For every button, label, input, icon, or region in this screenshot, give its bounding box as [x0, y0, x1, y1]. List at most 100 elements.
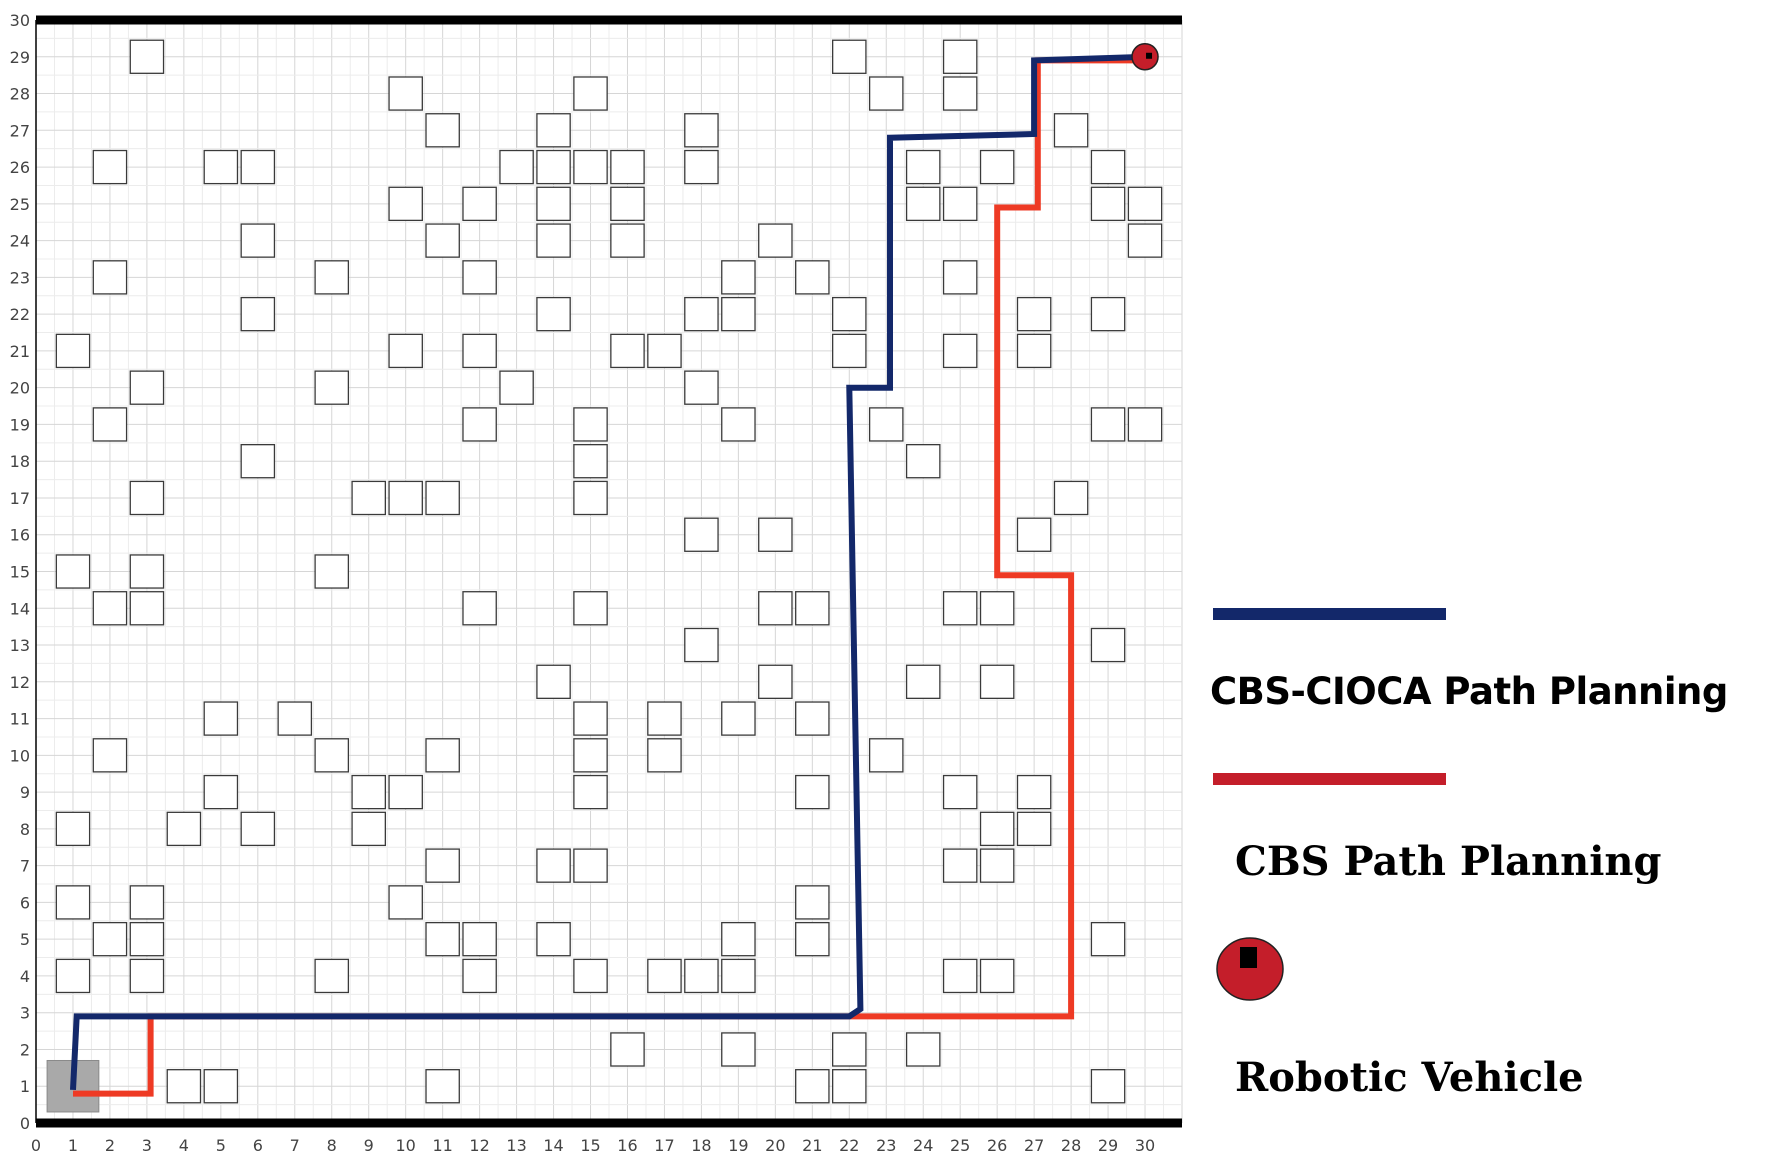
obstacle-box — [1090, 186, 1126, 222]
obstacle-box — [1090, 407, 1126, 442]
y-tick-label: 18 — [10, 452, 30, 471]
obstacle-box — [721, 296, 756, 332]
obstacle-box — [721, 407, 756, 442]
obstacle-box — [905, 149, 941, 185]
obstacle-box — [351, 774, 386, 810]
obstacle-box — [684, 517, 719, 552]
x-tick-label: 29 — [1098, 1136, 1118, 1155]
x-tick-label: 25 — [950, 1136, 970, 1155]
obstacle-box — [942, 591, 978, 626]
obstacle-box — [868, 738, 904, 773]
obstacle-box — [758, 223, 793, 258]
x-tick-label: 23 — [876, 1136, 896, 1155]
robot-vehicle-core — [1146, 52, 1153, 59]
y-tick-label: 5 — [20, 930, 30, 949]
x-tick-label: 12 — [469, 1136, 489, 1155]
x-tick-label: 11 — [432, 1136, 452, 1155]
obstacle-box — [55, 958, 91, 994]
y-tick-label: 21 — [10, 342, 30, 361]
obstacle-box — [610, 223, 645, 258]
y-tick-label: 6 — [20, 893, 30, 912]
obstacle-box — [979, 664, 1015, 699]
obstacle-box — [388, 76, 423, 111]
obstacle-box — [314, 260, 350, 295]
x-tick-label: 1 — [68, 1136, 78, 1155]
x-tick-label: 18 — [691, 1136, 711, 1155]
obstacle-box — [240, 811, 276, 847]
obstacle-box — [92, 591, 128, 626]
obstacle-box — [721, 958, 756, 994]
obstacle-box — [536, 921, 571, 957]
obstacle-box — [942, 39, 978, 74]
obstacle-box — [129, 370, 165, 405]
y-tick-label: 13 — [10, 636, 30, 655]
obstacle-box — [832, 333, 867, 369]
y-tick-labels: 0123456789101112131415161718192021222324… — [10, 11, 30, 1133]
obstacle-box — [240, 149, 276, 185]
legend-label-robot: Robotic Vehicle — [1235, 1054, 1584, 1101]
obstacle-box — [647, 333, 682, 369]
y-tick-label: 12 — [10, 673, 30, 692]
y-tick-label: 19 — [10, 415, 30, 434]
obstacle-box — [758, 591, 793, 626]
obstacle-box — [1016, 811, 1052, 847]
obstacle-box — [942, 848, 978, 883]
obstacle-box — [92, 260, 128, 295]
obstacle-box — [92, 407, 128, 442]
legend: CBS-CIOCA Path Planning CBS Path Plannin… — [1195, 0, 1770, 1161]
obstacle-box — [425, 113, 460, 148]
obstacle-box — [55, 885, 91, 920]
obstacle-box — [979, 149, 1015, 185]
obstacle-box — [1016, 333, 1052, 369]
obstacle-box — [905, 186, 941, 222]
obstacle-box — [425, 848, 460, 883]
x-tick-label: 5 — [216, 1136, 226, 1155]
obstacle-box — [684, 113, 719, 148]
obstacles — [55, 39, 1163, 1104]
obstacle-box — [314, 958, 350, 994]
obstacle-box — [55, 554, 91, 589]
obstacle-box — [795, 260, 830, 295]
y-tick-label: 25 — [10, 195, 30, 214]
obstacle-box — [55, 333, 91, 369]
x-tick-label: 8 — [327, 1136, 337, 1155]
obstacle-box — [1053, 113, 1089, 148]
y-tick-label: 24 — [10, 232, 30, 251]
y-tick-label: 20 — [10, 379, 30, 398]
obstacle-box — [240, 444, 276, 479]
obstacle-box — [1127, 223, 1163, 258]
obstacle-box — [942, 260, 978, 295]
obstacle-box — [129, 554, 165, 589]
legend-swatch-cioca — [1213, 608, 1446, 620]
y-tick-label: 23 — [10, 268, 30, 287]
obstacle-box — [277, 701, 313, 736]
y-tick-label: 22 — [10, 305, 30, 324]
x-tick-label: 0 — [31, 1136, 41, 1155]
obstacle-box — [462, 186, 497, 222]
y-tick-label: 28 — [10, 85, 30, 104]
obstacle-box — [240, 223, 276, 258]
y-tick-label: 16 — [10, 526, 30, 545]
obstacle-box — [979, 848, 1015, 883]
legend-label-cioca: CBS-CIOCA Path Planning — [1210, 670, 1728, 713]
obstacle-box — [1053, 480, 1089, 516]
x-tick-label: 15 — [580, 1136, 600, 1155]
y-tick-label: 2 — [20, 1040, 30, 1059]
x-tick-label: 3 — [142, 1136, 152, 1155]
obstacle-box — [425, 480, 460, 516]
obstacle-box — [536, 296, 571, 332]
obstacle-box — [573, 738, 608, 773]
obstacle-box — [129, 480, 165, 516]
obstacle-box — [351, 811, 386, 847]
obstacle-box — [536, 223, 571, 258]
obstacle-box — [1090, 149, 1126, 185]
obstacle-box — [573, 848, 608, 883]
obstacle-box — [462, 260, 497, 295]
obstacle-box — [573, 444, 608, 479]
obstacle-box — [129, 921, 165, 957]
obstacle-box — [684, 296, 719, 332]
obstacle-box — [499, 149, 534, 185]
obstacle-box — [573, 774, 608, 810]
grid-map-plot: 0 1 2 3 4 5 6 7 8 9 10 11 12 13 14 15 16 17 18 19 20 21 22 23 24… — [10, 11, 1183, 1155]
obstacle-box — [647, 958, 682, 994]
